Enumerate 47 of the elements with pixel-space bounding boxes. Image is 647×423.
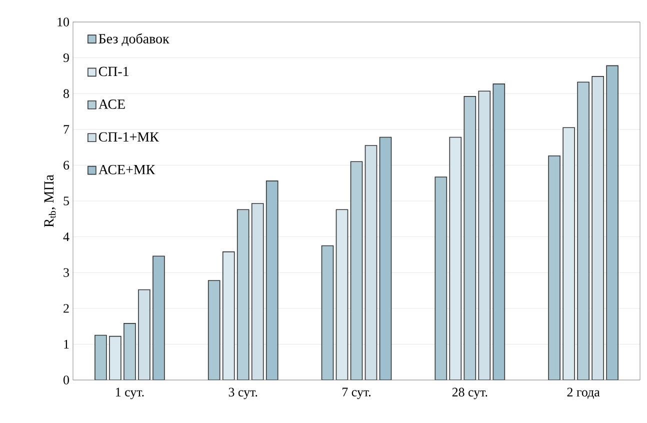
bar [321, 245, 334, 380]
y-tick-label: 7 [64, 125, 70, 134]
bar [251, 203, 264, 380]
bar [577, 82, 590, 380]
bar [152, 256, 165, 380]
y-tick-label: 2 [64, 304, 69, 313]
y-tick-label: 1 [64, 340, 69, 348]
x-tick-label: 3 сут. [228, 388, 258, 400]
legend-label: Без добавок [98, 33, 170, 46]
bar [492, 84, 506, 380]
bar [562, 127, 575, 380]
bar [124, 323, 136, 380]
y-tick-label: 5 [64, 196, 69, 206]
y-tick-label: 9 [63, 53, 69, 62]
bar [266, 180, 278, 380]
bar [449, 136, 462, 380]
bar [208, 280, 220, 380]
legend-label: АСЕ [98, 100, 125, 109]
bar [592, 76, 604, 380]
y-tick-label: 3 [64, 268, 69, 277]
y-axis-title: R$_{tb}$, МПа [44, 174, 56, 228]
y-tick-label: 10 [58, 18, 69, 26]
y-tick-label: 6 [64, 160, 70, 170]
legend-label: АСЕ+МК [98, 164, 156, 174]
x-tick-label: 2 года [567, 388, 600, 399]
bar [434, 176, 448, 380]
x-tick-label: 28 сут. [452, 388, 488, 400]
bar [606, 65, 618, 380]
bar [350, 161, 363, 380]
bar [138, 289, 150, 380]
x-tick-label: 7 сут. [342, 388, 371, 400]
bar [379, 136, 392, 380]
bar [222, 251, 235, 380]
bar [464, 96, 476, 380]
x-tick-label: 1 сут. [116, 388, 144, 400]
y-tick-label: 4 [63, 232, 70, 242]
bar [478, 90, 491, 380]
bar [336, 209, 348, 380]
bar [364, 145, 378, 380]
legend-label: СП-1+МК [98, 132, 159, 142]
bar [109, 336, 122, 380]
y-tick-label: 0 [64, 376, 69, 384]
bar [236, 209, 250, 380]
legend-label: СП-1 [98, 66, 128, 76]
bar [548, 155, 560, 380]
y-tick-label: 8 [64, 89, 69, 98]
bar [94, 334, 107, 380]
